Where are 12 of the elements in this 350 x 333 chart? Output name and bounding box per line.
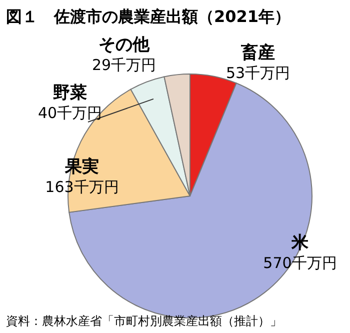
data-label: 40千万円	[38, 104, 102, 122]
slice-label: 野菜	[53, 83, 87, 103]
chart-title: 図１ 佐渡市の農業産出額（2021年）	[6, 7, 291, 26]
slice-label: 果実	[64, 157, 99, 177]
slice-label: 米	[290, 233, 310, 253]
slice-label: その他	[98, 35, 150, 55]
data-label: 570千万円	[263, 254, 337, 272]
data-label: 163千万円	[45, 178, 119, 196]
data-label: 29千万円	[92, 56, 156, 74]
data-label: 53千万円	[226, 64, 290, 82]
slice-label: 畜産	[240, 42, 275, 63]
text: 資料：農林水産省「市町村別農業産出額（推計）」	[6, 314, 282, 328]
